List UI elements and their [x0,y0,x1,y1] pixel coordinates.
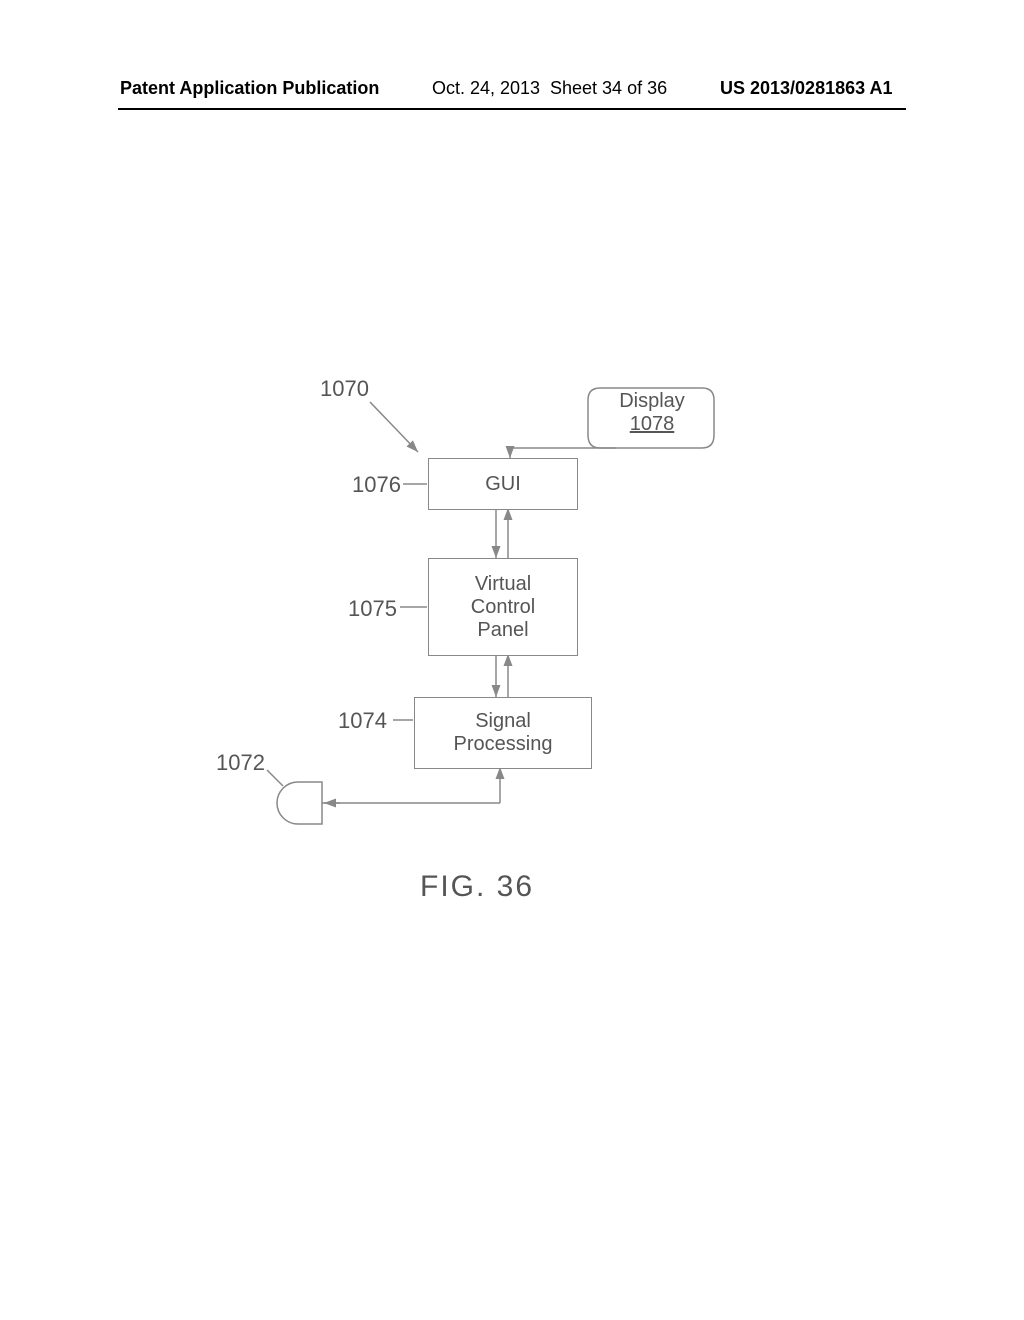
ref-1075: 1075 [348,596,397,622]
signal-processing-box: Signal Processing [414,697,592,769]
diagram-svg [0,0,1024,1320]
gui-box: GUI [428,458,578,510]
virtual-control-panel-box: Virtual Control Panel [428,558,578,656]
ref-1074: 1074 [338,708,387,734]
figure-caption: FIG. 36 [420,870,534,904]
display-box-label: Display 1078 [614,390,690,436]
ref-1072: 1072 [216,750,265,776]
ref-1076: 1076 [352,472,401,498]
ref-1070: 1070 [320,376,369,402]
figure-36: Display 1078 GUI Virtual Control Panel S… [0,0,1024,1320]
